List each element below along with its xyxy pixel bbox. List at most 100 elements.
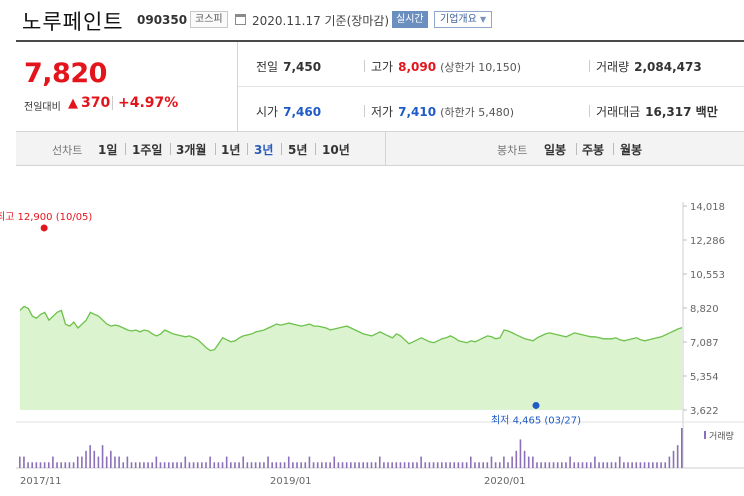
y-tick-label: 10,553 [690,270,725,281]
tab-3m[interactable]: 3개월 [176,143,207,157]
volume-bar [358,462,360,468]
price-change: 370 [81,95,111,111]
volume-bar [486,462,489,468]
volume-bar [610,462,613,468]
volume-bar [354,462,356,468]
volume-bar [556,462,559,468]
divider [589,105,590,117]
price-block: 7,820 전일대비 ▲ 370 +4.97% [16,42,238,131]
volume-bar [602,462,604,468]
volume-bar [676,445,679,468]
price-summary: 7,820 전일대비 ▲ 370 +4.97% 전일 7,450 고가 8,090(… [16,42,744,132]
open-value: 7,460 [283,105,322,119]
chevron-down-icon: ▼ [480,15,487,24]
high-annotation: 최고 12,900 (10/05) [0,211,92,223]
volume-bar [552,462,555,468]
change-percent: +4.97% [118,95,179,111]
y-tick-label: 7,087 [690,338,719,349]
volume-bar [647,462,650,468]
volume-bar [147,462,149,468]
volume-bar [143,462,145,468]
volume-bar [395,462,398,468]
x-tick-label: 2019/01 [270,476,312,487]
low-annotation: 최저 4,465 (03/27) [491,414,581,426]
divider [576,143,577,155]
volume-bar [196,462,199,468]
upper-limit: (상한가 10,150) [440,61,521,74]
company-info-dropdown[interactable]: 기업개요 ▼ [434,11,493,28]
volume-bar [172,462,174,468]
volume-bar [536,462,538,468]
volume-legend-label: 거래량 [709,430,734,442]
volume-bar [225,456,228,468]
volume-bar [31,462,34,468]
volume-bar [271,462,273,468]
volume-bar [511,456,513,468]
volume-bar [68,462,71,468]
tab-1d[interactable]: 1일 [98,143,118,157]
volume-bar [300,462,302,468]
amount-label: 거래대금 [596,105,641,119]
volume-bar [366,462,369,468]
volume-bar [254,462,257,468]
divider [215,143,216,155]
tab-weekly[interactable]: 주봉 [582,143,605,157]
realtime-button[interactable]: 실시간 [392,11,428,28]
volume-bar [387,462,389,468]
volume-bar [283,462,286,468]
volume-bar [403,462,406,468]
up-arrow-icon: ▲ [68,96,78,111]
tab-daily[interactable]: 일봉 [544,143,567,157]
volume-bar [565,462,567,468]
volume-bar [412,462,414,468]
volume-bar [544,462,547,468]
volume-bar [126,456,129,468]
volume-bar [660,462,662,468]
volume-bar [581,462,584,468]
volume-bar [627,462,629,468]
volume-bar [312,462,315,468]
volume-bar [72,462,75,468]
low-value: 7,410 [398,105,437,119]
volume-bar [52,456,54,468]
tab-monthly[interactable]: 월봉 [620,143,643,157]
volume-bar [391,462,393,468]
low-label: 저가 [371,105,394,119]
stock-header: 노루페인트 090350 코스피 2020.11.17 기준(장마감) 실시간 … [0,0,744,40]
volume-bar [93,450,96,468]
volume-bar [304,462,307,468]
divider [281,143,282,155]
volume-bar [515,450,518,468]
volume-bar [321,462,323,468]
volume-bar [234,462,236,468]
prev-close-value: 7,450 [283,60,322,74]
volume-bar [453,462,456,468]
volume-bar [333,456,336,468]
volume-bar [184,456,187,468]
volume-bar [428,462,431,468]
volume-bar [523,450,526,468]
volume-bar [652,462,654,468]
tab-3y[interactable]: 3년 [254,143,274,157]
lower-limit: (하한가 5,480) [440,106,514,119]
volume-bar [213,462,216,468]
tab-1y[interactable]: 1년 [221,143,241,157]
volume-bar [416,462,418,468]
tab-5y[interactable]: 5년 [288,143,308,157]
volume-bar [122,462,125,468]
volume-bar [180,462,182,468]
tab-10y[interactable]: 10년 [322,143,350,157]
chart-period-tabs: 선차트 1일 1주일 3개월 1년 3년 5년 10년 봉차트 일봉 주봉 월봉 [16,132,744,166]
volume-bar [167,462,170,468]
price-chart[interactable]: 14,018 12,286 10,553 8,820 7,087 5,354 3,622 최고… [0,166,744,496]
volume-bar [490,456,493,468]
volume-bar [465,462,468,468]
volume-bar [279,462,282,468]
price-line [19,305,683,352]
tab-1w[interactable]: 1주일 [132,143,163,157]
volume-bar [362,462,365,468]
volume-bar [482,462,484,468]
volume-bar [519,439,522,468]
volume-bar [325,462,327,468]
volume-bar [498,462,501,468]
